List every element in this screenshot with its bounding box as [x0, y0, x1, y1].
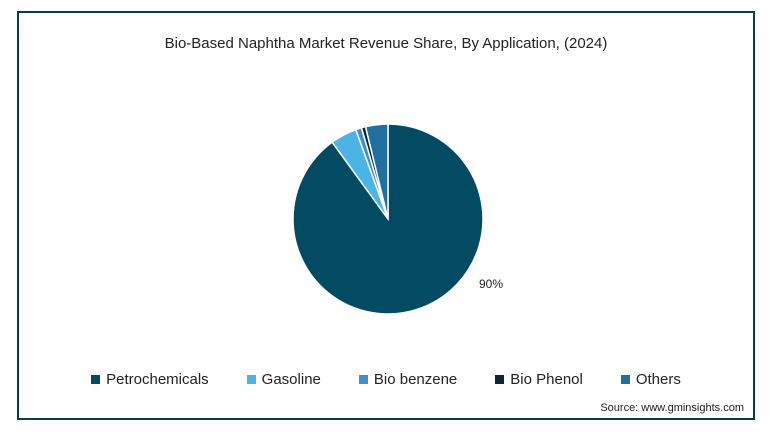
chart-title: Bio-Based Naphtha Market Revenue Share, …	[164, 35, 608, 52]
legend-item-others: Others	[620, 371, 681, 388]
pie-slice-others	[364, 123, 389, 220]
legend-swatch	[91, 375, 101, 384]
legend-label: Petrochemicals	[106, 371, 209, 388]
legend-swatch	[495, 375, 505, 384]
legend-item-bio-benzene: Bio benzene	[358, 371, 458, 388]
legend-label: Bio Phenol	[510, 371, 583, 388]
legend-item-petrochemicals: Petrochemicals	[91, 371, 209, 388]
chart-legend: Petrochemicals Gasoline Bio benzene Bio Phe…	[0, 371, 772, 388]
legend-label: Bio benzene	[373, 371, 458, 388]
slice-label-petrochemicals: 90%	[479, 277, 503, 291]
source-note: Source: www.gminsights.com	[600, 402, 744, 414]
legend-item-gasoline: Gasoline	[246, 371, 321, 388]
legend-swatch	[620, 375, 630, 384]
legend-swatch	[246, 375, 256, 384]
legend-item-bio-phenol: Bio Phenol	[495, 371, 583, 388]
legend-swatch	[358, 375, 368, 384]
legend-label: Gasoline	[261, 371, 321, 388]
legend-label: Others	[635, 371, 681, 388]
